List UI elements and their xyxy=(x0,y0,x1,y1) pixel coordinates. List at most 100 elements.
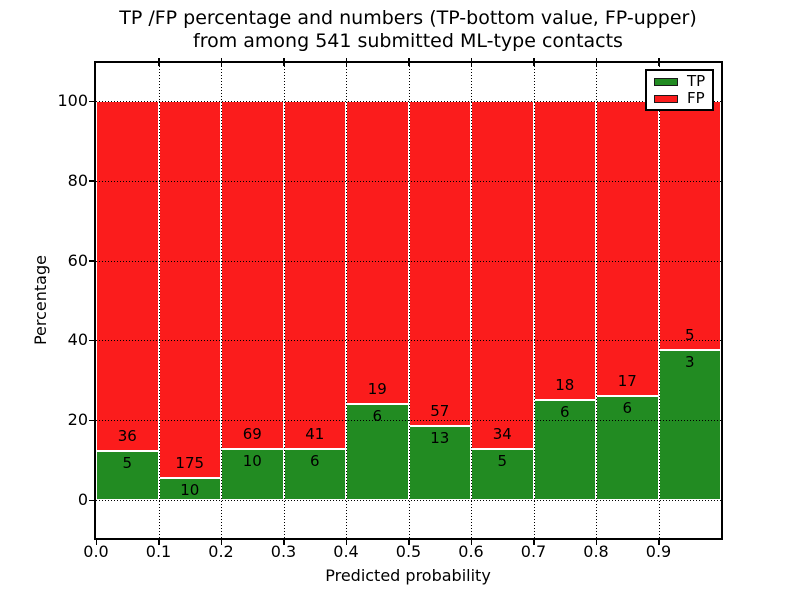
bar-segment-tp xyxy=(346,404,409,500)
x-tick-mark-top xyxy=(220,58,222,66)
x-tick-mark-top xyxy=(408,58,410,66)
tp-count-label: 6 xyxy=(559,403,570,422)
fp-count-label: 5 xyxy=(684,326,695,345)
grid-line-horizontal xyxy=(96,340,721,341)
y-tick-mark xyxy=(89,100,94,102)
bar-segment-tp xyxy=(96,451,159,500)
x-tick-label: 0.2 xyxy=(208,542,234,561)
bar-segment-tp xyxy=(159,478,221,500)
bar-segment-fp xyxy=(159,101,221,479)
bar-segment-fp xyxy=(96,101,159,452)
x-tick-mark xyxy=(95,540,97,545)
fp-count-label: 17 xyxy=(617,371,637,390)
fp-count-label: 69 xyxy=(242,425,262,444)
tp-count-label: 3 xyxy=(684,353,695,372)
tp-count-label: 6 xyxy=(622,398,633,417)
y-tick-mark xyxy=(89,339,94,342)
x-tick-mark xyxy=(533,540,535,545)
x-tick-mark xyxy=(220,540,222,545)
grid-line-vertical xyxy=(284,63,285,538)
bar-segment-fp xyxy=(534,101,596,401)
x-tick-mark-top xyxy=(658,58,660,66)
y-tick-mark xyxy=(89,499,94,501)
x-tick-mark-top xyxy=(470,58,472,66)
fp-count-label: 34 xyxy=(492,424,512,443)
x-tick-mark xyxy=(595,540,597,545)
grid-line-horizontal xyxy=(96,500,721,501)
chart-title-line2: from among 541 submitted ML-type contact… xyxy=(193,30,623,52)
x-tick-mark-top xyxy=(283,58,285,66)
legend-swatch-tp xyxy=(654,77,678,86)
bar-segment-fp xyxy=(409,101,471,426)
x-tick-label: 0.4 xyxy=(333,542,359,561)
grid-line-vertical xyxy=(471,63,472,538)
chart-title-line1: TP /FP percentage and numbers (TP-bottom… xyxy=(119,7,697,29)
tp-count-label: 6 xyxy=(372,407,383,426)
grid-layer xyxy=(96,63,721,538)
y-tick-mark xyxy=(89,260,94,262)
x-tick-mark xyxy=(470,540,472,545)
y-tick-label: 60 xyxy=(67,250,88,270)
grid-line-vertical xyxy=(346,63,347,538)
legend-entry-tp: TP xyxy=(647,74,712,89)
y-tick-label: 0 xyxy=(77,490,88,509)
grid-line-vertical xyxy=(534,63,535,538)
x-axis-label: Predicted probability xyxy=(325,566,491,585)
y-axis-label: Percentage xyxy=(31,255,50,346)
x-tick-label: 0.0 xyxy=(83,542,109,561)
fp-count-label: 57 xyxy=(430,401,450,420)
y-tick-label: 40 xyxy=(67,330,88,350)
x-tick-mark xyxy=(408,540,410,545)
grid-line-horizontal xyxy=(96,181,721,182)
x-tick-mark-top xyxy=(158,58,160,66)
fp-count-label: 175 xyxy=(175,454,205,473)
grid-line-vertical xyxy=(221,63,222,538)
grid-line-horizontal xyxy=(96,261,721,262)
legend-label-fp: FP xyxy=(687,89,705,107)
bar-segment-fp xyxy=(284,101,346,450)
x-tick-label: 0.9 xyxy=(645,542,672,561)
grid-line-horizontal xyxy=(96,101,721,102)
grid-line-vertical xyxy=(659,63,660,538)
x-tick-label: 0.8 xyxy=(583,542,609,561)
bars-layer xyxy=(96,63,721,538)
x-tick-mark xyxy=(283,540,285,545)
x-tick-label: 0.6 xyxy=(458,542,484,561)
x-tick-mark xyxy=(345,540,347,545)
x-tick-label: 0.5 xyxy=(395,542,422,561)
y-tick-mark xyxy=(89,419,94,422)
fp-count-label: 41 xyxy=(305,425,325,444)
y-tick-mark xyxy=(89,180,94,182)
bar-segment-tp xyxy=(596,395,659,500)
grid-line-vertical xyxy=(159,63,160,538)
grid-line-vertical xyxy=(596,63,597,538)
y-tick-label: 100 xyxy=(57,91,88,110)
x-tick-mark-top xyxy=(345,58,347,66)
fp-count-label: 19 xyxy=(367,380,387,399)
tp-count-label: 5 xyxy=(122,454,133,473)
fp-count-label: 18 xyxy=(555,376,575,395)
bar-segment-tp xyxy=(409,425,471,500)
x-tick-mark xyxy=(158,540,160,545)
x-tick-mark-top xyxy=(533,58,535,66)
bar-segment-tp xyxy=(534,400,596,500)
x-tick-mark xyxy=(658,540,660,545)
tp-count-label: 6 xyxy=(309,452,320,471)
bar-segment-tp xyxy=(221,449,284,500)
grid-line-horizontal xyxy=(96,420,721,421)
x-tick-label: 0.1 xyxy=(145,542,172,561)
legend-label-tp: TP xyxy=(687,72,706,90)
plot-area: 36 5 175 10 69 10 41 6 19 6 57 13 34 5 18 6 17 6 5 3 xyxy=(94,61,723,540)
y-tick-label: 80 xyxy=(67,170,88,190)
tp-count-label: 10 xyxy=(242,452,262,471)
y-tick-label: 20 xyxy=(67,410,88,430)
fp-count-label: 36 xyxy=(117,427,137,446)
legend-entry-fp: FP xyxy=(647,91,712,106)
tp-count-label: 13 xyxy=(430,428,450,447)
bar-segment-fp xyxy=(596,101,659,396)
bar-segment-fp xyxy=(346,101,409,405)
legend-swatch-fp xyxy=(654,94,678,103)
bar-segment-fp xyxy=(221,101,284,450)
chart-title: TP /FP percentage and numbers (TP-bottom… xyxy=(95,7,721,53)
bar-segment-tp xyxy=(659,350,721,500)
